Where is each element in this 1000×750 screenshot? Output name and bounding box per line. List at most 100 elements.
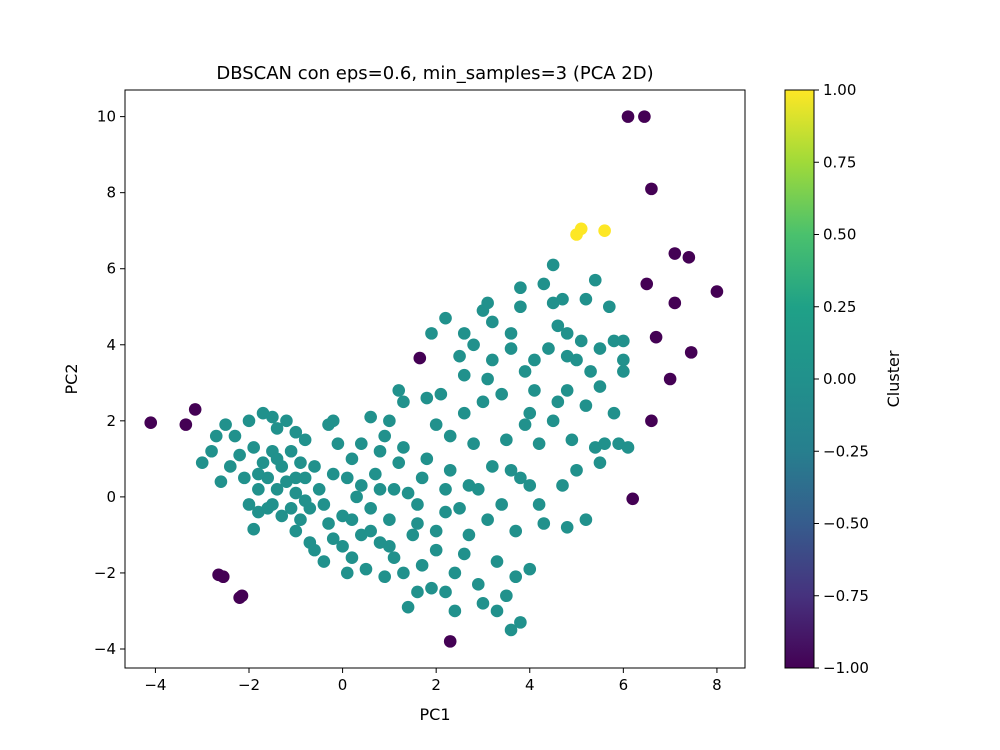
y-tick-label: 8 <box>106 184 116 202</box>
cluster-0-point <box>411 585 424 599</box>
y-axis: −4 −2 0 2 4 6 8 10 <box>94 108 125 658</box>
colorbar-tick-label: −0.75 <box>823 587 869 605</box>
cluster-0-point <box>312 482 326 496</box>
cluster-0-point <box>397 566 410 580</box>
cluster-0-point <box>448 566 462 580</box>
colorbar-tick-label: 0.00 <box>823 370 856 388</box>
cluster-0-point <box>252 467 265 481</box>
y-tick-label: −4 <box>94 640 116 658</box>
cluster-0-point <box>584 365 597 378</box>
cluster-0-point <box>223 460 237 473</box>
cluster-0-point <box>504 623 518 637</box>
cluster-0-point <box>294 456 307 469</box>
cluster-0-point <box>579 292 593 306</box>
cluster-0-point <box>528 384 541 397</box>
x-tick-label: −2 <box>238 676 260 694</box>
noise-point <box>668 247 682 260</box>
noise-point <box>668 296 682 310</box>
cluster-0-point <box>560 327 574 340</box>
colorbar-tick-label: 1.00 <box>823 81 856 99</box>
cluster-0-point <box>603 300 616 314</box>
cluster-0-point <box>546 258 560 272</box>
cluster-0-point <box>504 342 518 355</box>
cluster-0-point <box>504 327 518 340</box>
cluster-0-point <box>617 353 630 367</box>
cluster-0-point <box>471 578 485 591</box>
y-tick-label: 2 <box>106 412 116 430</box>
cluster-0-point <box>233 448 246 462</box>
cluster-0-point <box>532 437 546 450</box>
cluster-0-point <box>383 513 396 526</box>
cluster-0-point <box>411 498 424 511</box>
noise-point <box>684 346 698 359</box>
cluster-0-point <box>514 616 527 629</box>
noise-point <box>649 330 663 344</box>
cluster-0-point <box>439 311 452 325</box>
cluster-0-point <box>345 551 359 565</box>
cluster-0-point <box>551 319 565 333</box>
cluster-0-point <box>364 524 377 538</box>
cluster-0-point <box>471 482 485 496</box>
cluster-0-point <box>387 551 401 565</box>
cluster-0-point <box>228 429 242 443</box>
cluster-0-point <box>270 482 284 496</box>
cluster-0-point <box>289 425 303 439</box>
cluster-0-point <box>490 555 504 568</box>
cluster-0-point <box>570 353 583 367</box>
cluster-0-point <box>495 387 508 401</box>
noise-point <box>188 403 202 416</box>
cluster-0-point <box>340 566 354 580</box>
cluster-0-point <box>209 429 223 443</box>
cluster-0-point <box>350 490 363 504</box>
cluster-0-point <box>369 467 382 481</box>
cluster-0-point <box>373 482 387 496</box>
cluster-0-point <box>588 273 602 287</box>
cluster-0-point <box>514 281 527 295</box>
cluster-0-point <box>453 349 466 363</box>
cluster-0-point <box>486 353 499 367</box>
cluster-0-point <box>481 296 494 310</box>
noise-point <box>179 418 193 431</box>
noise-point <box>621 110 635 123</box>
cluster-0-point <box>387 482 401 496</box>
cluster-0-point <box>345 452 359 466</box>
colorbar-tick-label: −0.50 <box>823 515 869 533</box>
plot-frame <box>124 89 746 669</box>
cluster-1-point <box>574 222 588 236</box>
points-layer <box>144 110 724 648</box>
cluster-0-point <box>617 334 630 348</box>
colorbar-label: Cluster <box>884 350 903 407</box>
colorbar-tick-label: 0.50 <box>823 226 856 244</box>
cluster-0-point <box>579 399 593 412</box>
cluster-0-point <box>439 585 452 599</box>
cluster-0-point <box>429 543 443 557</box>
cluster-0-point <box>355 479 368 492</box>
cluster-0-point <box>322 517 335 530</box>
cluster-0-point <box>518 365 532 378</box>
cluster-0-point <box>593 456 607 469</box>
cluster-0-point <box>457 368 471 382</box>
cluster-0-point <box>481 513 494 526</box>
noise-point <box>663 372 677 386</box>
cluster-0-point <box>617 365 630 378</box>
cluster-0-point <box>345 513 359 526</box>
cluster-0-point <box>397 441 410 454</box>
cluster-0-point <box>486 315 499 329</box>
cluster-0-point <box>420 391 434 405</box>
cluster-0-point <box>429 418 443 431</box>
cluster-0-point <box>490 604 504 618</box>
cluster-0-point <box>420 452 434 466</box>
cluster-0-point <box>495 498 508 511</box>
cluster-0-point <box>308 460 321 473</box>
cluster-0-point <box>326 414 340 428</box>
colorbar-tick-label: −0.25 <box>823 442 869 460</box>
cluster-0-point <box>439 482 452 496</box>
cluster-0-point <box>415 471 429 485</box>
cluster-0-point <box>523 562 537 576</box>
cluster-0-point <box>383 414 396 428</box>
cluster-0-point <box>289 524 303 538</box>
cluster-0-point <box>392 384 406 397</box>
cluster-0-point <box>570 463 583 477</box>
cluster-0-point <box>289 471 303 485</box>
cluster-0-point <box>514 300 527 314</box>
